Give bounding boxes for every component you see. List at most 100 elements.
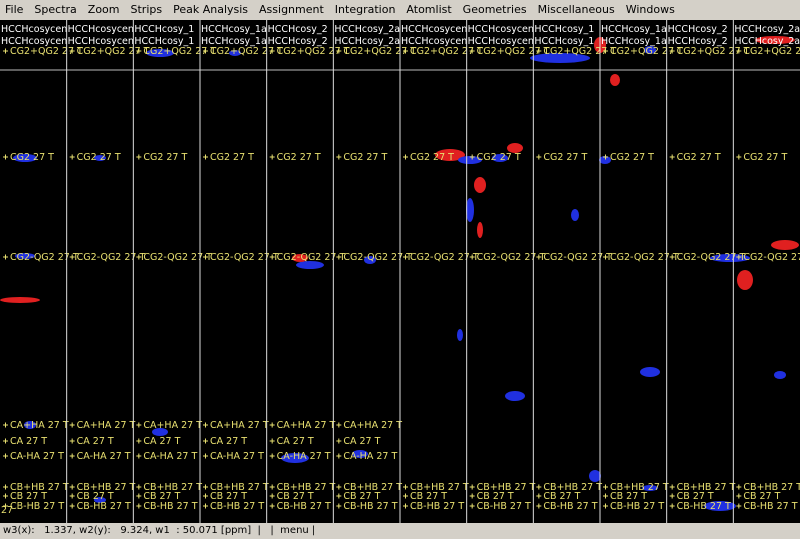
menu-item[interactable]: Zoom <box>87 3 120 16</box>
contour <box>146 49 174 57</box>
peak-marker <box>669 493 675 499</box>
strip-header: HCCHcosy_1 <box>134 36 194 47</box>
peak-marker <box>336 154 342 160</box>
strip-header: HCCHcosy_1 <box>134 24 194 35</box>
peak-label: CB+HB 27 T <box>77 482 136 493</box>
contour <box>599 156 611 164</box>
peak-label: CA 27 T <box>77 436 114 447</box>
peak-label: CB 27 T <box>210 491 247 502</box>
peak-label: CB 27 T <box>677 491 714 502</box>
peak-label: CB-HB 27 T <box>343 501 397 512</box>
peak-marker <box>603 503 608 509</box>
peak-label: CA-HA 27 T <box>10 451 64 462</box>
contour <box>281 453 309 463</box>
peak-label: CG2+QG2 27 T <box>410 46 483 57</box>
peak-marker <box>736 154 742 160</box>
peak-marker <box>403 484 408 490</box>
contour <box>474 177 486 193</box>
peak-label: CB 27 T <box>477 491 514 502</box>
peak-marker <box>203 438 208 444</box>
peak-label: CG2+QG2 27 T <box>77 46 150 57</box>
peak-label: CG2 27 T <box>743 152 787 163</box>
menu-item[interactable]: Windows <box>625 3 675 16</box>
peak-marker <box>736 254 742 260</box>
peak-label: CB-HB 27 T <box>410 501 464 512</box>
peak-marker <box>203 154 208 160</box>
peak-marker <box>603 493 608 499</box>
peak-label: CB-HB 27 T <box>610 501 664 512</box>
peak-marker <box>269 48 275 54</box>
menu-item[interactable]: Peak Analysis <box>173 3 249 16</box>
peak-marker <box>3 493 8 499</box>
peak-marker <box>336 453 342 459</box>
peak-label: CG2+QG2 27 T <box>10 46 83 57</box>
peak-marker <box>669 154 675 160</box>
peak-marker <box>69 484 75 490</box>
peak-marker <box>136 484 142 490</box>
peak-label: CB+HB 27 T <box>343 482 402 493</box>
strip-header: HCCHcosycen <box>468 24 534 35</box>
menu-item[interactable]: Strips <box>130 3 163 16</box>
menu-item[interactable]: Atomlist <box>406 3 452 16</box>
peak-label: CB 27 T <box>77 491 114 502</box>
peak-marker <box>269 493 275 499</box>
peak-marker <box>269 254 275 260</box>
peak-marker <box>136 503 142 509</box>
peak-label: CG2+QG2 27 T <box>343 46 416 57</box>
peak-label: CB 27 T <box>743 491 780 502</box>
menu-item[interactable]: Spectra <box>34 3 77 16</box>
contour <box>640 367 660 377</box>
peak-marker <box>269 503 275 509</box>
contour <box>435 149 465 161</box>
strip-header: HCCHcosy_2 <box>668 24 728 35</box>
peak-marker <box>669 484 675 490</box>
menu-item[interactable]: Assignment <box>259 3 324 16</box>
peak-label: CB 27 T <box>143 491 180 502</box>
status-bar: w3(x): 1.337, w2(y): 9.324, w1 : 50.071 … <box>0 523 800 539</box>
peak-label: CG2+QG2 27 T <box>143 46 216 57</box>
peak-label: CA+HA 27 T <box>343 420 402 431</box>
peak-marker <box>469 48 475 54</box>
peak-label: CG2 27 T <box>10 152 54 163</box>
strip-header: HCCHcosycen <box>401 36 467 47</box>
peak-marker <box>336 503 342 509</box>
peak-marker <box>336 422 342 428</box>
peak-label: CA 27 T <box>10 436 47 447</box>
menu-item[interactable]: Miscellaneous <box>537 3 615 16</box>
peak-marker <box>69 254 75 260</box>
peak-label: CA 27 T <box>210 436 247 447</box>
peak-label: CB+HB 27 T <box>743 482 800 493</box>
peak-label: CG2-QG2 27 T <box>277 252 346 263</box>
contour <box>755 36 795 44</box>
peak-label: CG2-QG2 27 T <box>410 252 479 263</box>
peak-label: CB-HB 27 T <box>543 501 597 512</box>
strip-header: HCCHcosycen <box>68 36 134 47</box>
contour <box>710 254 750 262</box>
contour <box>352 450 368 458</box>
menu-item[interactable]: Integration <box>334 3 396 16</box>
strip-header: HCCHcosycen <box>68 24 134 35</box>
peak-marker <box>3 484 8 490</box>
contour <box>477 222 483 238</box>
peak-label: CB-HB 27 T <box>477 501 531 512</box>
peak-marker <box>203 422 208 428</box>
strip-header: HCCHcosy_2a <box>334 24 400 35</box>
peak-label: CG2+QG2 27 T <box>677 46 750 57</box>
contour <box>774 371 786 379</box>
peak-marker <box>3 422 8 428</box>
contour <box>229 50 241 56</box>
peak-marker <box>3 453 8 459</box>
menu-item[interactable]: File <box>5 3 24 16</box>
menu-button[interactable]: menu <box>280 525 309 536</box>
peak-label: CG2-QG2 27 T <box>677 252 746 263</box>
peak-marker <box>69 503 75 509</box>
contour <box>642 485 658 491</box>
peak-label: CA+HA 27 T <box>143 420 202 431</box>
peak-label: CA+HA 27 T <box>210 420 269 431</box>
peak-marker <box>403 493 408 499</box>
contour <box>13 154 37 162</box>
peak-label: CG2-QG2 27 T <box>477 252 546 263</box>
strip-header: HCCHcosycen <box>401 24 467 35</box>
peak-marker <box>669 503 675 509</box>
menu-item[interactable]: Geometries <box>462 3 527 16</box>
